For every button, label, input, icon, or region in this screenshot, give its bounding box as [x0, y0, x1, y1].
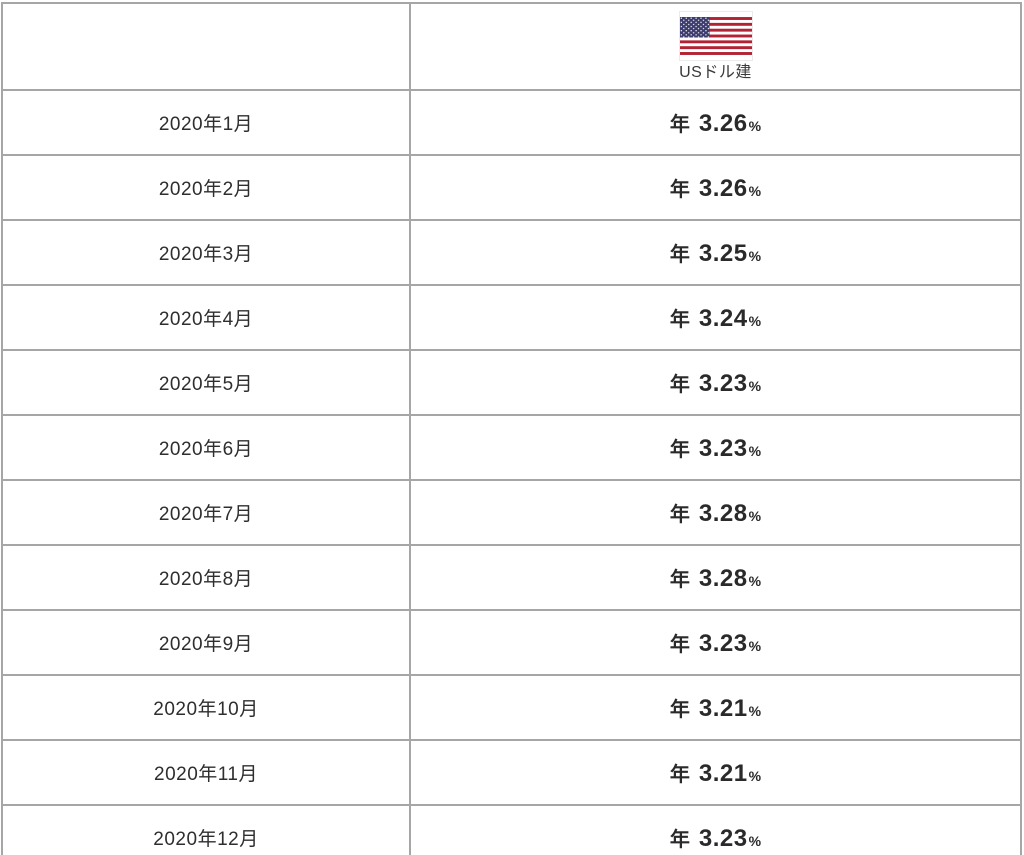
rate-prefix: 年	[669, 763, 690, 786]
currency-header: USドル建	[411, 11, 1020, 81]
rate-prefix: 年	[669, 178, 690, 201]
table-row: 2020年3月 年 3.25%	[1, 219, 1022, 286]
percent-sign: %	[748, 832, 762, 849]
table-row: 2020年6月 年 3.23%	[1, 414, 1022, 481]
rate-value: 3.26	[698, 174, 748, 202]
table-row: 2020年10月 年 3.21%	[1, 674, 1022, 741]
table-row: 2020年11月 年 3.21%	[1, 739, 1022, 806]
rate-cell: 年 3.23%	[409, 804, 1022, 855]
month-cell: 2020年12月	[1, 804, 411, 855]
header-empty-cell	[1, 2, 411, 91]
rate-prefix: 年	[669, 243, 690, 266]
rate-cell: 年 3.23%	[409, 609, 1022, 676]
header-row: USドル建	[1, 2, 1022, 91]
percent-sign: %	[748, 637, 762, 654]
percent-sign: %	[748, 702, 762, 719]
rate-cell: 年 3.23%	[409, 414, 1022, 481]
rate-value: 3.23	[698, 629, 748, 657]
table-row: 2020年1月 年 3.26%	[1, 89, 1022, 156]
header-currency-cell: USドル建	[409, 2, 1022, 91]
percent-sign: %	[748, 442, 762, 459]
table-row: 2020年7月 年 3.28%	[1, 479, 1022, 546]
month-cell: 2020年4月	[1, 284, 411, 351]
table-row: 2020年12月 年 3.23%	[1, 804, 1022, 855]
table-row: 2020年4月 年 3.24%	[1, 284, 1022, 351]
month-cell: 2020年10月	[1, 674, 411, 741]
month-cell: 2020年9月	[1, 609, 411, 676]
percent-sign: %	[748, 572, 762, 589]
rate-value: 3.26	[698, 109, 748, 137]
rate-prefix: 年	[669, 828, 690, 851]
month-cell: 2020年7月	[1, 479, 411, 546]
rate-value: 3.25	[698, 239, 748, 267]
month-cell: 2020年8月	[1, 544, 411, 611]
month-cell: 2020年5月	[1, 349, 411, 416]
rate-prefix: 年	[669, 308, 690, 331]
percent-sign: %	[748, 117, 762, 134]
rate-prefix: 年	[669, 373, 690, 396]
percent-sign: %	[748, 377, 762, 394]
rate-cell: 年 3.28%	[409, 479, 1022, 546]
rate-cell: 年 3.26%	[409, 154, 1022, 221]
rate-prefix: 年	[669, 633, 690, 656]
rate-value: 3.23	[698, 369, 748, 397]
table-row: 2020年5月 年 3.23%	[1, 349, 1022, 416]
percent-sign: %	[748, 247, 762, 264]
rate-prefix: 年	[669, 568, 690, 591]
rate-cell: 年 3.21%	[409, 739, 1022, 806]
rate-value: 3.21	[698, 759, 748, 787]
percent-sign: %	[748, 312, 762, 329]
currency-label: USドル建	[679, 64, 752, 81]
month-cell: 2020年2月	[1, 154, 411, 221]
rate-value: 3.21	[698, 694, 748, 722]
percent-sign: %	[748, 507, 762, 524]
percent-sign: %	[748, 182, 762, 199]
rate-prefix: 年	[669, 698, 690, 721]
us-flag-icon	[678, 11, 753, 61]
rate-value: 3.28	[698, 499, 748, 527]
rate-cell: 年 3.23%	[409, 349, 1022, 416]
rate-value: 3.23	[698, 824, 748, 852]
rate-prefix: 年	[669, 503, 690, 526]
rate-cell: 年 3.26%	[409, 89, 1022, 156]
month-cell: 2020年1月	[1, 89, 411, 156]
rate-prefix: 年	[669, 113, 690, 136]
table-row: 2020年9月 年 3.23%	[1, 609, 1022, 676]
month-cell: 2020年11月	[1, 739, 411, 806]
percent-sign: %	[748, 767, 762, 784]
rate-value: 3.24	[698, 304, 748, 332]
month-cell: 2020年6月	[1, 414, 411, 481]
rate-cell: 年 3.24%	[409, 284, 1022, 351]
rate-cell: 年 3.21%	[409, 674, 1022, 741]
rate-cell: 年 3.25%	[409, 219, 1022, 286]
table-row: 2020年2月 年 3.26%	[1, 154, 1022, 221]
rate-value: 3.28	[698, 564, 748, 592]
rate-value: 3.23	[698, 434, 748, 462]
rate-cell: 年 3.28%	[409, 544, 1022, 611]
rate-prefix: 年	[669, 438, 690, 461]
table-row: 2020年8月 年 3.28%	[1, 544, 1022, 611]
month-cell: 2020年3月	[1, 219, 411, 286]
